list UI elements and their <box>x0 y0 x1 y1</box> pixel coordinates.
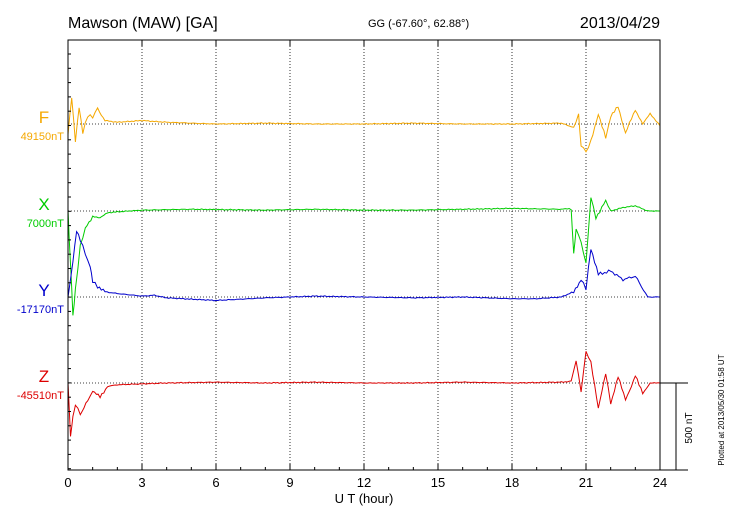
series-line-y <box>67 230 661 302</box>
x-tick-label-18: 18 <box>505 475 519 490</box>
x-tick-label-9: 9 <box>286 475 293 490</box>
x-axis-ticks: 0 3 6 9 12 15 18 21 24 <box>64 40 667 490</box>
series-baseline-label-z: -45510nT <box>17 390 64 402</box>
scale-bar-label: 500 nT <box>684 412 695 443</box>
series-baseline-label-f: 49150nT <box>21 131 65 143</box>
grid-lines <box>141 40 587 470</box>
plotted-at-note: Plotted at 2013/05/30 01:58 UT <box>717 354 726 465</box>
x-tick-label-24: 24 <box>653 475 667 490</box>
series-labels: F 49150nT X 7000nT Y -17170nT Z -45510nT <box>17 108 64 402</box>
x-tick-label-12: 12 <box>357 475 371 490</box>
x-tick-label-6: 6 <box>212 475 219 490</box>
series-lines <box>67 97 661 437</box>
x-tick-label-3: 3 <box>138 475 145 490</box>
station-title: Mawson (MAW) [GA] <box>68 15 218 32</box>
x-tick-label-15: 15 <box>431 475 445 490</box>
scale-bar: 500 nT <box>660 382 695 471</box>
coordinates-label: GG (-67.60°, 62.88°) <box>368 18 469 30</box>
series-line-f <box>67 97 661 153</box>
series-name-z: Z <box>39 367 49 386</box>
series-name-x: X <box>38 195 49 214</box>
date-label: 2013/04/29 <box>580 15 660 32</box>
series-line-x <box>67 197 660 316</box>
x-axis-label: U T (hour) <box>335 491 394 506</box>
x-tick-label-21: 21 <box>579 475 593 490</box>
series-baseline-label-y: -17170nT <box>17 304 64 316</box>
plot-frame <box>67 39 661 471</box>
series-baseline-label-x: 7000nT <box>27 218 65 230</box>
series-line-z <box>67 351 661 437</box>
series-name-f: F <box>39 108 49 127</box>
series-name-y: Y <box>38 281 49 300</box>
x-tick-label-0: 0 <box>64 475 71 490</box>
